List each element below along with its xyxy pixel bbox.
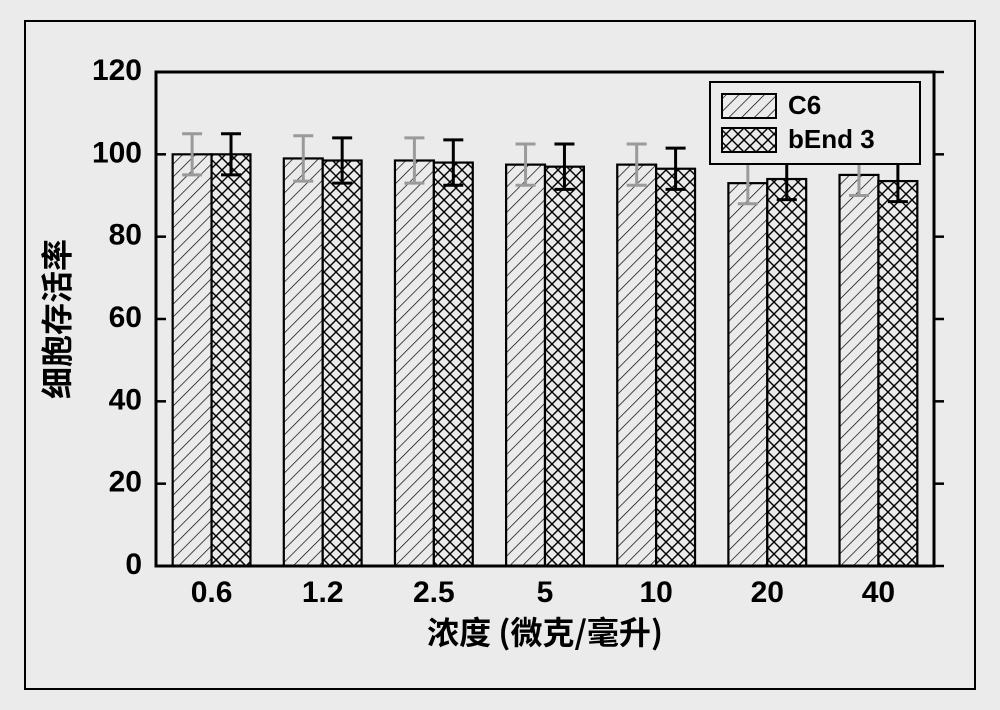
- x-tick-label: 20: [751, 576, 784, 609]
- bar-bEnd3-40: [878, 181, 917, 566]
- y-tick-label: 40: [109, 383, 142, 416]
- x-tick-label: 1.2: [302, 576, 344, 609]
- x-tick-label: 0.6: [191, 576, 233, 609]
- y-tick-label: 0: [125, 548, 142, 581]
- bar-C6-1.2: [284, 158, 323, 566]
- x-tick-label: 5: [537, 576, 554, 609]
- chart-container: 0 20 40 60 80 100 120 细胞存活率 0.6 1.2 2.5 5 10 20 40 浓度 (…: [0, 0, 1000, 710]
- x-tick-label: 40: [862, 576, 895, 609]
- bar-bEnd3-5: [545, 167, 584, 566]
- bar-bEnd3-2.5: [434, 163, 473, 566]
- y-axis-label: 细胞存活率: [33, 239, 79, 399]
- y-tick-label: 120: [92, 54, 142, 87]
- bar-bEnd3-20: [767, 179, 806, 566]
- bar-C6-5: [506, 165, 545, 566]
- bar-C6-20: [728, 183, 767, 566]
- y-tick-label: 80: [109, 219, 142, 252]
- x-axis-label: 浓度 (微克/毫升): [427, 608, 663, 654]
- bar-bEnd3-10: [656, 169, 695, 566]
- bar-bEnd3-0.6: [212, 154, 251, 566]
- y-tick-label: 100: [92, 136, 142, 169]
- bar-C6-10: [617, 165, 656, 566]
- bar-C6-0.6: [173, 154, 212, 566]
- y-tick-label: 20: [109, 466, 142, 499]
- legend-swatch-C6: [722, 94, 776, 118]
- bar-bEnd3-1.2: [323, 161, 362, 566]
- bar-C6-40: [840, 175, 879, 566]
- legend-swatch-bEnd3: [722, 128, 776, 152]
- bar-C6-2.5: [395, 161, 434, 566]
- x-tick-label: 10: [639, 576, 672, 609]
- x-tick-label: 2.5: [413, 576, 455, 609]
- legend-label-bEnd3: bEnd 3: [788, 124, 875, 154]
- chart-svg: 0 20 40 60 80 100 120 细胞存活率 0.6 1.2 2.5 5 10 20 40 浓度 (…: [24, 20, 976, 690]
- y-tick-label: 60: [109, 301, 142, 334]
- legend-label-C6: C6: [788, 90, 821, 120]
